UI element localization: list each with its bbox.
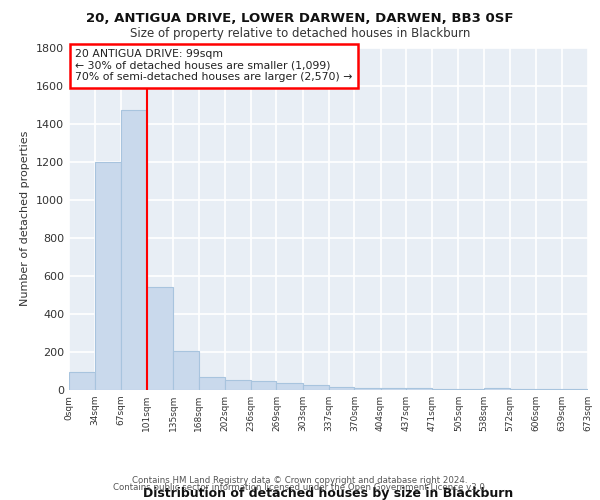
Y-axis label: Number of detached properties: Number of detached properties (20, 131, 31, 306)
Bar (406, 388, 432, 390)
Bar (380, 388, 406, 390)
Text: Size of property relative to detached houses in Blackburn: Size of property relative to detached ho… (130, 28, 470, 40)
Bar (251, 381, 277, 390)
Bar (432, 389, 458, 390)
Bar (510, 389, 536, 390)
Bar (225, 380, 251, 390)
Bar (95, 162, 121, 390)
Bar (173, 351, 199, 390)
Bar (536, 389, 562, 390)
Bar (199, 376, 225, 390)
Text: 20, ANTIGUA DRIVE, LOWER DARWEN, DARWEN, BB3 0SF: 20, ANTIGUA DRIVE, LOWER DARWEN, DARWEN,… (86, 12, 514, 26)
Bar (277, 384, 302, 390)
Bar (121, 110, 147, 390)
Bar (69, 372, 95, 390)
Text: Contains public sector information licensed under the Open Government Licence v3: Contains public sector information licen… (113, 484, 487, 492)
Bar (329, 386, 355, 390)
Bar (302, 385, 329, 390)
Text: 20 ANTIGUA DRIVE: 99sqm
← 30% of detached houses are smaller (1,099)
70% of semi: 20 ANTIGUA DRIVE: 99sqm ← 30% of detache… (75, 49, 353, 82)
Bar (355, 388, 380, 390)
Bar (562, 389, 588, 390)
Bar (147, 287, 173, 390)
X-axis label: Distribution of detached houses by size in Blackburn: Distribution of detached houses by size … (143, 487, 514, 500)
Bar (458, 389, 484, 390)
Text: Contains HM Land Registry data © Crown copyright and database right 2024.: Contains HM Land Registry data © Crown c… (132, 476, 468, 485)
Bar (484, 388, 510, 390)
